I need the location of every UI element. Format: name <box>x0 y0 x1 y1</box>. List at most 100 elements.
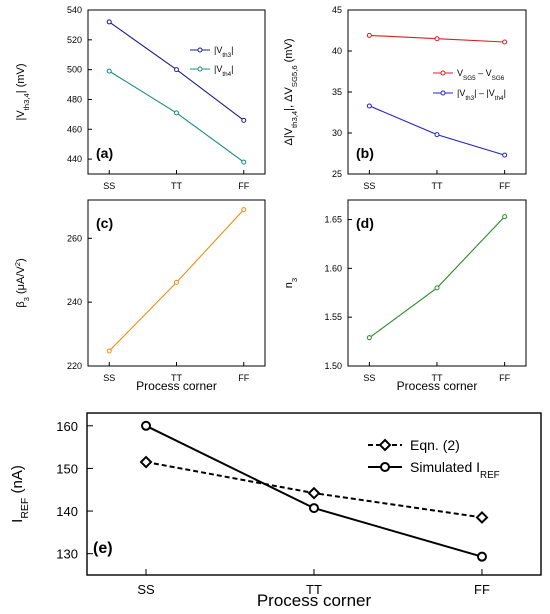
panel-4: 1.50 1.55 1.60 1.65 SS TT FF n3 Process corner (d… <box>283 199 527 393</box>
panel-1: 440 460 480 500 520 540 SS TT FF |Vth3,4| (mV) (a)… <box>15 5 266 191</box>
y-tick-label: 520 <box>67 35 82 45</box>
panel-label: (a) <box>96 145 113 161</box>
legend-marker <box>197 47 203 53</box>
data-point <box>106 348 112 354</box>
data-point <box>502 39 508 45</box>
legend-marker <box>380 462 390 472</box>
y-tick-label: 1.60 <box>324 263 342 273</box>
data-point <box>366 103 372 109</box>
x-tick-label: FF <box>499 373 510 383</box>
y-tick-label: 45 <box>332 5 342 15</box>
data-point <box>475 511 489 524</box>
plot-frame <box>347 199 527 367</box>
y-axis-label: IREF (nA) <box>9 465 31 523</box>
y-tick-label: 130 <box>56 547 78 562</box>
x-tick-label: TT <box>171 373 182 383</box>
y-tick-label: 220 <box>67 361 82 371</box>
data-point <box>502 214 508 220</box>
y-tick-label: 40 <box>332 46 342 56</box>
panel-5: 130 140 150 160 SS TT FF IREF (nA) Process corne… <box>9 412 542 610</box>
legend-marker <box>378 438 392 452</box>
legend-entry: VSG5 – VSG6 <box>433 68 505 82</box>
x-tick-label: TT <box>432 181 443 191</box>
x-tick-label: SS <box>363 181 375 191</box>
x-tick-label: SS <box>103 373 115 383</box>
y-tick-label: 260 <box>67 233 82 243</box>
x-tick-label: SS <box>103 181 115 191</box>
series-2 <box>141 420 487 562</box>
y-tick-label: 440 <box>67 154 82 164</box>
data-point <box>106 19 112 25</box>
x-tick-label: FF <box>474 582 490 597</box>
y-tick-label: 460 <box>67 124 82 134</box>
series-1 <box>139 455 489 524</box>
x-tick-label: FF <box>238 181 249 191</box>
legend-marker <box>197 66 203 72</box>
legend-label: VSG5 – VSG6 <box>457 68 505 82</box>
data-point <box>434 285 440 291</box>
y-tick-label: 1.50 <box>324 361 342 371</box>
data-point <box>174 279 179 285</box>
panel-label: (d) <box>356 215 374 231</box>
panel-label: (c) <box>96 215 113 231</box>
y-tick-label: 500 <box>67 65 82 75</box>
legend-entry: Simulated IREF <box>368 459 500 481</box>
data-point <box>106 68 112 74</box>
legend-marker <box>440 70 446 76</box>
y-tick-label: 25 <box>332 169 342 179</box>
series-2 <box>366 103 508 158</box>
panel-label: (b) <box>356 145 374 161</box>
y-tick-label: 480 <box>67 94 82 104</box>
y-tick-label: 140 <box>56 504 78 519</box>
data-point <box>174 110 179 116</box>
x-tick-label: FF <box>499 181 510 191</box>
y-tick-label: 160 <box>56 419 78 434</box>
x-tick-label: TT <box>171 181 182 191</box>
y-tick-label: 150 <box>56 461 78 476</box>
y-tick-label: 240 <box>67 297 82 307</box>
series-line <box>369 105 505 156</box>
y-tick-label: 1.55 <box>324 312 342 322</box>
series-1 <box>106 19 247 123</box>
series-1 <box>366 214 508 341</box>
panel-3: 220 240 260 SS TT FF β3 (μA/V2) Process corner (… <box>13 199 266 393</box>
legend-label: |Vth4| <box>214 64 233 78</box>
series-1 <box>366 32 508 45</box>
panel-label: (e) <box>93 540 113 557</box>
data-point <box>309 503 319 514</box>
data-point <box>502 152 508 158</box>
legend-entry: |Vth3| – |Vth4| <box>433 88 506 102</box>
legend-entry: Eqn. (2) <box>368 437 460 453</box>
data-point <box>174 67 179 73</box>
x-tick-label: SS <box>137 582 155 597</box>
x-axis-label: Process corner <box>136 379 217 393</box>
legend-marker <box>440 90 446 96</box>
series-line <box>108 70 245 163</box>
data-point <box>141 420 152 431</box>
data-point <box>366 32 372 38</box>
data-point <box>434 36 440 42</box>
y-tick-label: 540 <box>67 5 82 15</box>
data-point <box>476 551 487 562</box>
data-point <box>307 486 321 500</box>
series-1 <box>106 207 247 354</box>
series-2 <box>106 68 247 165</box>
legend-label: |Vth3| <box>214 45 233 59</box>
plot-frame <box>347 9 527 175</box>
x-tick-label: TT <box>306 582 322 597</box>
y-axis-label: β3 (μA/V2) <box>13 258 31 307</box>
legend-entry: |Vth3| <box>190 45 233 59</box>
x-tick-label: SS <box>363 373 375 383</box>
y-tick-label: 30 <box>332 128 342 138</box>
legend-entry: |Vth4| <box>190 64 233 78</box>
data-point <box>139 455 153 469</box>
series-line <box>369 216 505 339</box>
legend-label: Simulated IREF <box>410 459 500 481</box>
data-point <box>366 335 372 341</box>
x-tick-label: TT <box>432 373 443 383</box>
plot-frame <box>87 9 266 175</box>
data-point <box>434 132 440 138</box>
legend-label: |Vth3| – |Vth4| <box>457 88 506 102</box>
data-point <box>241 159 247 165</box>
